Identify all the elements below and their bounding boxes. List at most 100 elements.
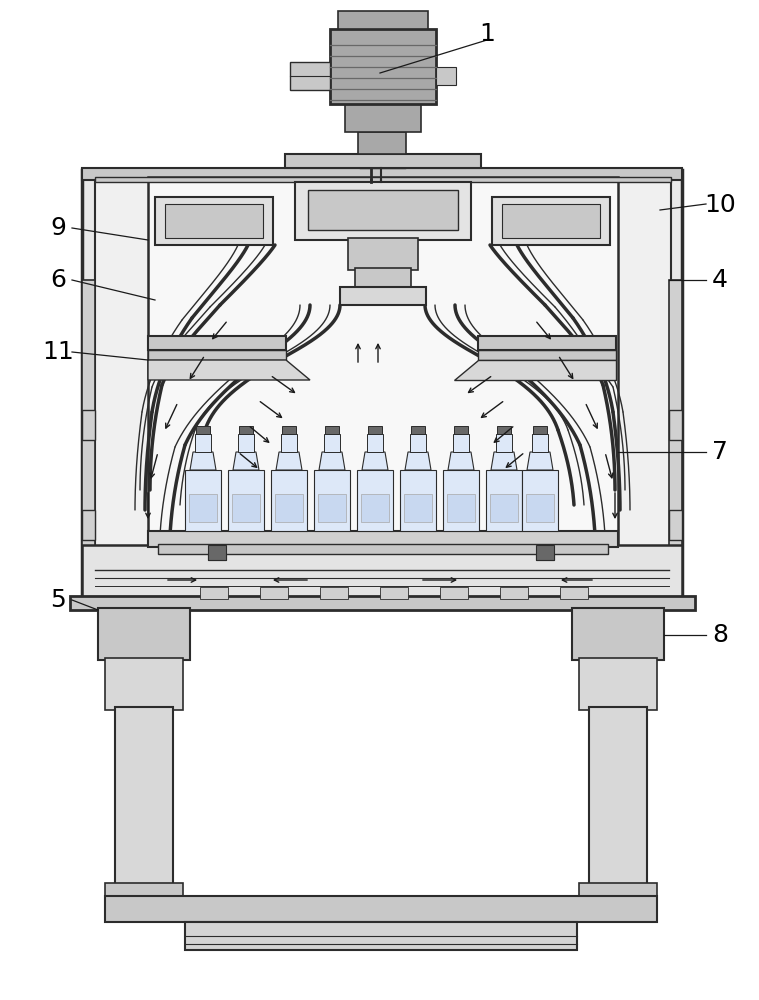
- Bar: [368, 426, 382, 434]
- Bar: [82, 545, 682, 600]
- Text: 6: 6: [50, 268, 66, 292]
- Polygon shape: [443, 470, 479, 531]
- Polygon shape: [527, 452, 553, 470]
- Bar: [532, 434, 548, 452]
- Bar: [115, 707, 173, 885]
- Polygon shape: [190, 452, 216, 470]
- Bar: [345, 104, 421, 132]
- Polygon shape: [669, 280, 682, 588]
- Bar: [589, 707, 647, 885]
- Bar: [502, 204, 600, 238]
- Bar: [340, 287, 426, 305]
- Polygon shape: [185, 470, 221, 531]
- Bar: [440, 587, 468, 599]
- Bar: [95, 177, 671, 182]
- Bar: [669, 510, 682, 540]
- Bar: [290, 62, 330, 90]
- Bar: [185, 922, 577, 950]
- Polygon shape: [82, 280, 95, 588]
- Text: 10: 10: [704, 193, 736, 217]
- Bar: [98, 608, 190, 660]
- Bar: [330, 29, 436, 104]
- Bar: [490, 494, 518, 522]
- Bar: [533, 426, 547, 434]
- Bar: [380, 587, 408, 599]
- Polygon shape: [405, 452, 431, 470]
- Bar: [572, 608, 664, 660]
- Bar: [82, 410, 95, 440]
- Bar: [318, 494, 346, 522]
- Polygon shape: [233, 452, 259, 470]
- Bar: [285, 154, 481, 168]
- Polygon shape: [522, 470, 558, 531]
- Bar: [410, 434, 426, 452]
- Bar: [404, 494, 432, 522]
- Bar: [500, 587, 528, 599]
- Bar: [497, 426, 511, 434]
- Text: 8: 8: [712, 623, 728, 647]
- Polygon shape: [148, 350, 286, 360]
- Bar: [232, 494, 260, 522]
- Bar: [320, 587, 348, 599]
- Bar: [281, 434, 297, 452]
- Bar: [105, 896, 657, 922]
- Bar: [70, 596, 695, 610]
- Bar: [338, 11, 428, 29]
- Bar: [579, 883, 657, 897]
- Bar: [325, 426, 339, 434]
- Polygon shape: [271, 470, 307, 531]
- Text: 11: 11: [43, 340, 74, 364]
- Bar: [492, 197, 610, 245]
- Polygon shape: [357, 470, 393, 531]
- Text: 9: 9: [50, 216, 66, 240]
- Bar: [579, 658, 657, 710]
- Polygon shape: [148, 360, 310, 380]
- Bar: [478, 336, 616, 350]
- Polygon shape: [314, 470, 350, 531]
- Bar: [158, 544, 608, 554]
- Bar: [200, 587, 228, 599]
- Bar: [536, 547, 554, 560]
- Bar: [82, 168, 682, 180]
- Bar: [560, 587, 588, 599]
- Bar: [526, 494, 554, 522]
- Bar: [239, 426, 253, 434]
- Bar: [105, 883, 183, 897]
- Bar: [324, 434, 340, 452]
- Polygon shape: [478, 350, 616, 360]
- Polygon shape: [276, 452, 302, 470]
- Bar: [208, 545, 226, 560]
- Polygon shape: [454, 360, 616, 380]
- Bar: [95, 173, 671, 588]
- Bar: [148, 177, 618, 547]
- Bar: [155, 197, 273, 245]
- Text: 4: 4: [712, 268, 728, 292]
- Bar: [238, 434, 254, 452]
- Text: 7: 7: [712, 440, 728, 464]
- Bar: [308, 190, 458, 230]
- Bar: [196, 426, 210, 434]
- Bar: [82, 170, 682, 600]
- Text: 5: 5: [50, 588, 66, 612]
- Polygon shape: [362, 452, 388, 470]
- Bar: [275, 494, 303, 522]
- Bar: [282, 426, 296, 434]
- Bar: [189, 494, 217, 522]
- Polygon shape: [400, 470, 436, 531]
- Bar: [447, 494, 475, 522]
- Polygon shape: [448, 452, 474, 470]
- Bar: [148, 531, 618, 547]
- Bar: [295, 182, 471, 240]
- Bar: [105, 658, 183, 710]
- Bar: [367, 434, 383, 452]
- Bar: [82, 510, 95, 540]
- Bar: [453, 434, 469, 452]
- Bar: [436, 67, 456, 85]
- Bar: [496, 434, 512, 452]
- Bar: [454, 426, 468, 434]
- Bar: [669, 410, 682, 440]
- Bar: [165, 204, 263, 238]
- Polygon shape: [319, 452, 345, 470]
- Bar: [208, 547, 226, 560]
- Bar: [358, 132, 406, 154]
